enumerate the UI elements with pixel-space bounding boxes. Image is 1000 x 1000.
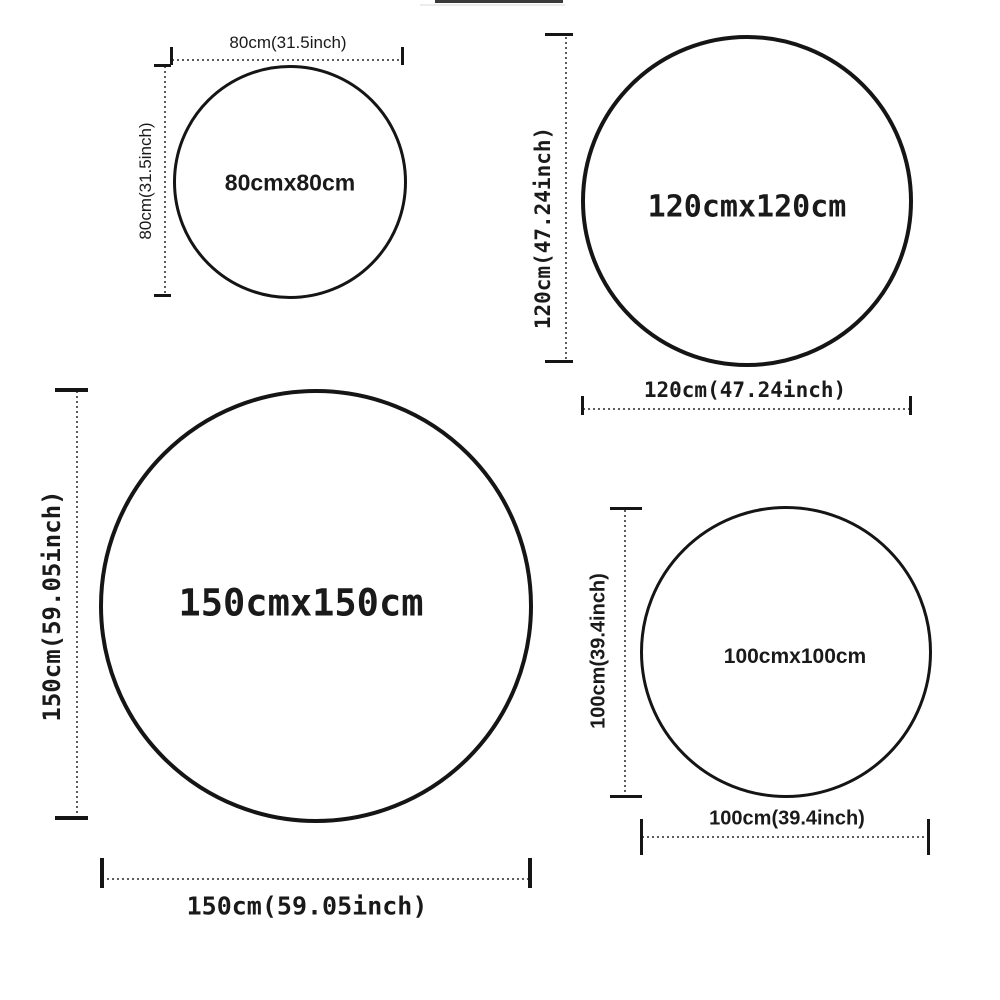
width-dimension-label-150: 150cm(59.05inch) [186,891,428,921]
dimension-tick [528,858,532,888]
dimension-tick [545,33,573,36]
circle-outline-80 [173,65,407,299]
height-dimension-line-100 [624,510,626,797]
dimension-tick [610,795,642,798]
width-dimension-line-120 [583,408,912,410]
size-label-100: 100cmx100cm [723,645,867,668]
width-dimension-line-150 [102,878,532,880]
size-label-120: 120cmx120cm [647,189,847,225]
height-dimension-label-150: 150cm(59.05inch) [38,490,66,722]
top-crop-artifact-shadow [420,4,565,6]
dimension-tick [401,47,404,65]
dimension-tick [581,396,584,415]
height-dimension-label-120: 120cm(47.24inch) [531,126,555,330]
dimension-tick [909,396,912,415]
size-label-150: 150cmx150cm [178,581,424,625]
width-dimension-line-100 [642,836,930,838]
circle-outline-120 [581,35,913,367]
dimension-tick [100,858,104,888]
dimension-tick [55,388,88,392]
size-label-80: 80cmx80cm [224,169,356,196]
height-dimension-line-120 [565,37,567,361]
dimension-tick [545,360,573,363]
circle-outline-150 [99,389,533,823]
dimension-tick [154,294,171,297]
dimension-tick [640,819,643,855]
circle-outline-100 [640,506,932,798]
width-dimension-label-100: 100cm(39.4inch) [709,807,865,830]
dimension-tick [154,64,171,67]
top-crop-artifact [435,0,563,3]
height-dimension-line-80 [164,66,166,296]
height-dimension-line-150 [76,391,78,817]
dimension-tick [610,507,642,510]
dimension-tick [55,816,88,820]
width-dimension-label-120: 120cm(47.24inch) [643,378,847,402]
height-dimension-label-80: 80cm(31.5inch) [136,122,155,240]
dimension-tick [170,47,173,65]
width-dimension-line-80 [172,59,404,61]
height-dimension-label-100: 100cm(39.4inch) [587,573,610,729]
width-dimension-label-80: 80cm(31.5inch) [229,33,347,52]
dimension-tick [927,819,930,855]
